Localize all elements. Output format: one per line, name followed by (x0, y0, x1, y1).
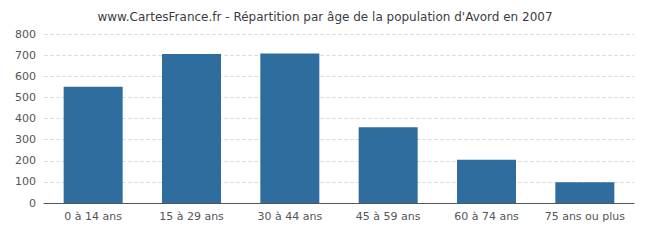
svg-text:800: 800 (15, 28, 36, 41)
svg-text:300: 300 (15, 133, 36, 146)
svg-text:45 à 59 ans: 45 à 59 ans (356, 210, 421, 223)
svg-text:15 à 29 ans: 15 à 29 ans (159, 210, 224, 223)
svg-text:400: 400 (15, 112, 36, 125)
svg-text:600: 600 (15, 70, 36, 83)
svg-text:www.CartesFrance.fr - Répartit: www.CartesFrance.fr - Répartition par âg… (97, 10, 552, 24)
svg-text:500: 500 (15, 91, 36, 104)
svg-text:75 ans ou plus: 75 ans ou plus (545, 210, 626, 223)
svg-text:200: 200 (15, 154, 36, 167)
svg-text:700: 700 (15, 49, 36, 62)
svg-text:100: 100 (15, 175, 36, 188)
svg-text:30 à 44 ans: 30 à 44 ans (257, 210, 322, 223)
svg-text:60 à 74 ans: 60 à 74 ans (454, 210, 519, 223)
svg-text:0: 0 (29, 197, 36, 210)
svg-text:0 à 14 ans: 0 à 14 ans (64, 210, 122, 223)
